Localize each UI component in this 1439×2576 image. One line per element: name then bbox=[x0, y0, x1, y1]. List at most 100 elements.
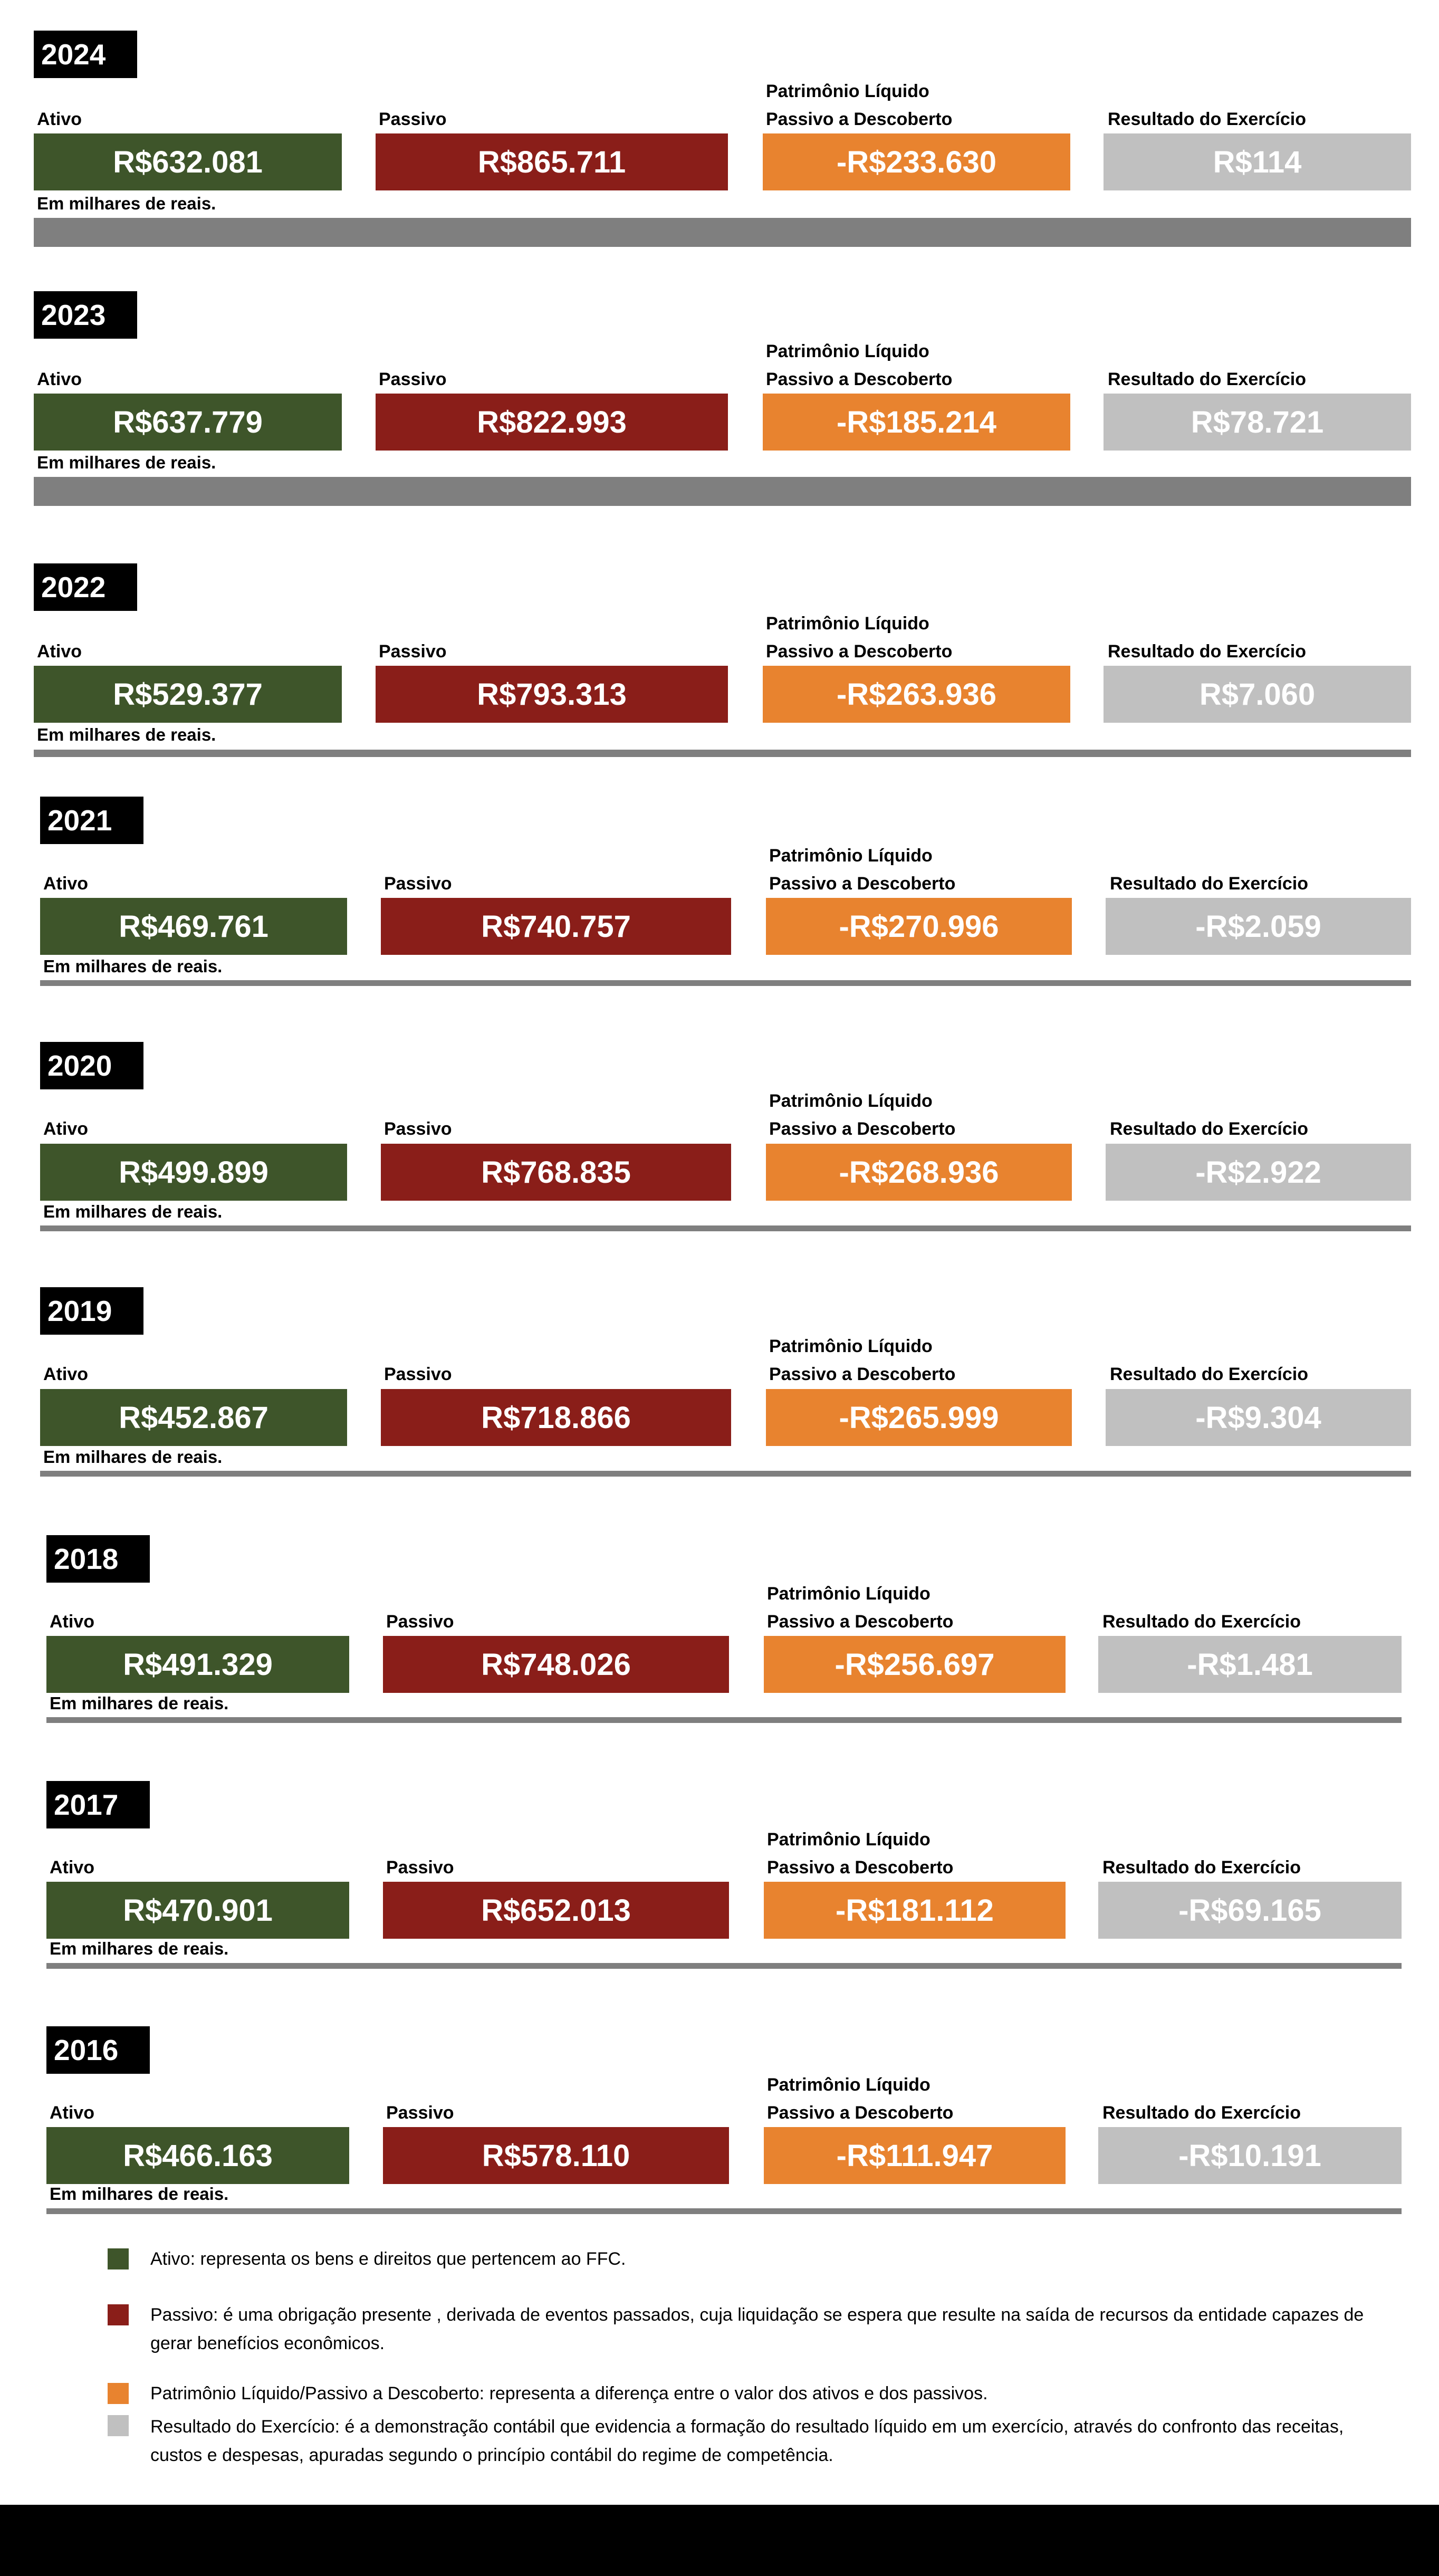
resultado-label: Resultado do Exercício bbox=[1110, 874, 1308, 894]
resultado-label: Resultado do Exercício bbox=[1108, 109, 1306, 129]
ativo-label: Ativo bbox=[43, 1364, 88, 1384]
divider-bar bbox=[34, 477, 1411, 506]
resultado-value: R$78.721 bbox=[1104, 394, 1411, 451]
divider-bar bbox=[46, 1717, 1402, 1723]
unit-note: Em milhares de reais. bbox=[43, 956, 223, 976]
divider-bar bbox=[40, 980, 1411, 986]
legend-swatch-ativo bbox=[108, 2248, 129, 2269]
passivo-label: Passivo bbox=[384, 1119, 452, 1139]
legend-text-ativo: Ativo: representa os bens e direitos que… bbox=[150, 2249, 626, 2269]
legend-text-passivo: Passivo: é uma obrigação presente , deri… bbox=[150, 2305, 1364, 2353]
patrimonio-value: -R$265.999 bbox=[766, 1389, 1072, 1446]
divider-bar bbox=[34, 218, 1411, 247]
patrimonio-label-line1: Patrimônio Líquido bbox=[766, 341, 929, 361]
resultado-label: Resultado do Exercício bbox=[1108, 369, 1306, 389]
divider-bar bbox=[46, 1963, 1402, 1969]
legend-text-resultado: Resultado do Exercício: é a demonstração… bbox=[150, 2417, 1344, 2465]
resultado-label: Resultado do Exercício bbox=[1102, 1857, 1301, 1878]
legend-text-patrimonio: Patrimônio Líquido/Passivo a Descoberto:… bbox=[150, 2383, 988, 2403]
legend-swatch-resultado bbox=[108, 2415, 129, 2436]
resultado-label: Resultado do Exercício bbox=[1102, 1612, 1301, 1632]
divider-bar bbox=[46, 2208, 1402, 2214]
ativo-value: R$632.081 bbox=[34, 133, 342, 190]
patrimonio-value: -R$185.214 bbox=[763, 394, 1070, 451]
ativo-label: Ativo bbox=[50, 1612, 94, 1632]
ativo-value: R$466.163 bbox=[46, 2127, 349, 2184]
divider-bar bbox=[34, 750, 1411, 757]
passivo-label: Passivo bbox=[386, 1612, 454, 1632]
patrimonio-label-line2: Passivo a Descoberto bbox=[767, 2103, 954, 2123]
patrimonio-label-line2: Passivo a Descoberto bbox=[766, 109, 953, 129]
resultado-value: -R$9.304 bbox=[1106, 1389, 1411, 1446]
year-label: 2016 bbox=[46, 2026, 150, 2074]
patrimonio-value: -R$263.936 bbox=[763, 666, 1070, 723]
ativo-value: R$470.901 bbox=[46, 1882, 349, 1939]
year-label: 2018 bbox=[46, 1535, 150, 1583]
ativo-value: R$529.377 bbox=[34, 666, 342, 723]
patrimonio-label-line1: Patrimônio Líquido bbox=[767, 2075, 930, 2095]
passivo-label: Passivo bbox=[379, 369, 447, 389]
unit-note: Em milhares de reais. bbox=[50, 2184, 229, 2204]
ativo-label: Ativo bbox=[43, 874, 88, 894]
patrimonio-label-line1: Patrimônio Líquido bbox=[766, 614, 929, 634]
resultado-value: -R$1.481 bbox=[1098, 1636, 1402, 1693]
resultado-value: R$7.060 bbox=[1104, 666, 1411, 723]
ativo-label: Ativo bbox=[50, 1857, 94, 1878]
passivo-value: R$718.866 bbox=[381, 1389, 731, 1446]
ativo-value: R$637.779 bbox=[34, 394, 342, 451]
resultado-label: Resultado do Exercício bbox=[1110, 1364, 1308, 1384]
ativo-label: Ativo bbox=[37, 641, 82, 662]
passivo-value: R$768.835 bbox=[381, 1144, 731, 1201]
passivo-label: Passivo bbox=[386, 2103, 454, 2123]
passivo-label: Passivo bbox=[384, 874, 452, 894]
ativo-label: Ativo bbox=[43, 1119, 88, 1139]
year-label: 2017 bbox=[46, 1781, 150, 1828]
divider-bar bbox=[40, 1471, 1411, 1477]
unit-note: Em milhares de reais. bbox=[50, 1693, 229, 1713]
passivo-label: Passivo bbox=[379, 641, 447, 662]
ativo-value: R$491.329 bbox=[46, 1636, 349, 1693]
passivo-value: R$652.013 bbox=[383, 1882, 729, 1939]
patrimonio-value: -R$181.112 bbox=[764, 1882, 1066, 1939]
passivo-value: R$793.313 bbox=[376, 666, 728, 723]
ativo-value: R$452.867 bbox=[40, 1389, 347, 1446]
patrimonio-label-line1: Patrimônio Líquido bbox=[766, 81, 929, 101]
resultado-value: -R$10.191 bbox=[1098, 2127, 1402, 2184]
patrimonio-label-line2: Passivo a Descoberto bbox=[769, 1364, 956, 1384]
unit-note: Em milhares de reais. bbox=[50, 1939, 229, 1958]
patrimonio-label-line2: Passivo a Descoberto bbox=[766, 641, 953, 662]
patrimonio-label-line1: Patrimônio Líquido bbox=[767, 1584, 930, 1604]
ativo-label: Ativo bbox=[50, 2103, 94, 2123]
passivo-label: Passivo bbox=[379, 109, 447, 129]
unit-note: Em milhares de reais. bbox=[37, 453, 216, 472]
ativo-label: Ativo bbox=[37, 369, 82, 389]
patrimonio-value: -R$256.697 bbox=[764, 1636, 1066, 1693]
patrimonio-value: -R$233.630 bbox=[763, 133, 1070, 190]
year-label: 2021 bbox=[40, 797, 143, 844]
patrimonio-label-line2: Passivo a Descoberto bbox=[769, 1119, 956, 1139]
patrimonio-label-line2: Passivo a Descoberto bbox=[767, 1857, 954, 1878]
passivo-value: R$748.026 bbox=[383, 1636, 729, 1693]
patrimonio-value: -R$270.996 bbox=[766, 898, 1072, 955]
ativo-label: Ativo bbox=[37, 109, 82, 129]
legend-swatch-patrimonio bbox=[108, 2383, 129, 2404]
patrimonio-value: -R$111.947 bbox=[764, 2127, 1066, 2184]
year-label: 2022 bbox=[34, 563, 137, 611]
footer-bar bbox=[0, 2505, 1439, 2576]
passivo-value: R$822.993 bbox=[376, 394, 728, 451]
passivo-value: R$740.757 bbox=[381, 898, 731, 955]
passivo-value: R$865.711 bbox=[376, 133, 728, 190]
ativo-value: R$469.761 bbox=[40, 898, 347, 955]
patrimonio-label-line2: Passivo a Descoberto bbox=[769, 874, 956, 894]
unit-note: Em milhares de reais. bbox=[43, 1447, 223, 1467]
resultado-label: Resultado do Exercício bbox=[1102, 2103, 1301, 2123]
patrimonio-label-line1: Patrimônio Líquido bbox=[767, 1830, 930, 1850]
patrimonio-label-line1: Patrimônio Líquido bbox=[769, 1336, 933, 1356]
passivo-value: R$578.110 bbox=[383, 2127, 729, 2184]
resultado-value: -R$2.059 bbox=[1106, 898, 1411, 955]
patrimonio-label-line2: Passivo a Descoberto bbox=[766, 369, 953, 389]
passivo-label: Passivo bbox=[384, 1364, 452, 1384]
passivo-label: Passivo bbox=[386, 1857, 454, 1878]
resultado-value: -R$69.165 bbox=[1098, 1882, 1402, 1939]
year-label: 2020 bbox=[40, 1042, 143, 1089]
